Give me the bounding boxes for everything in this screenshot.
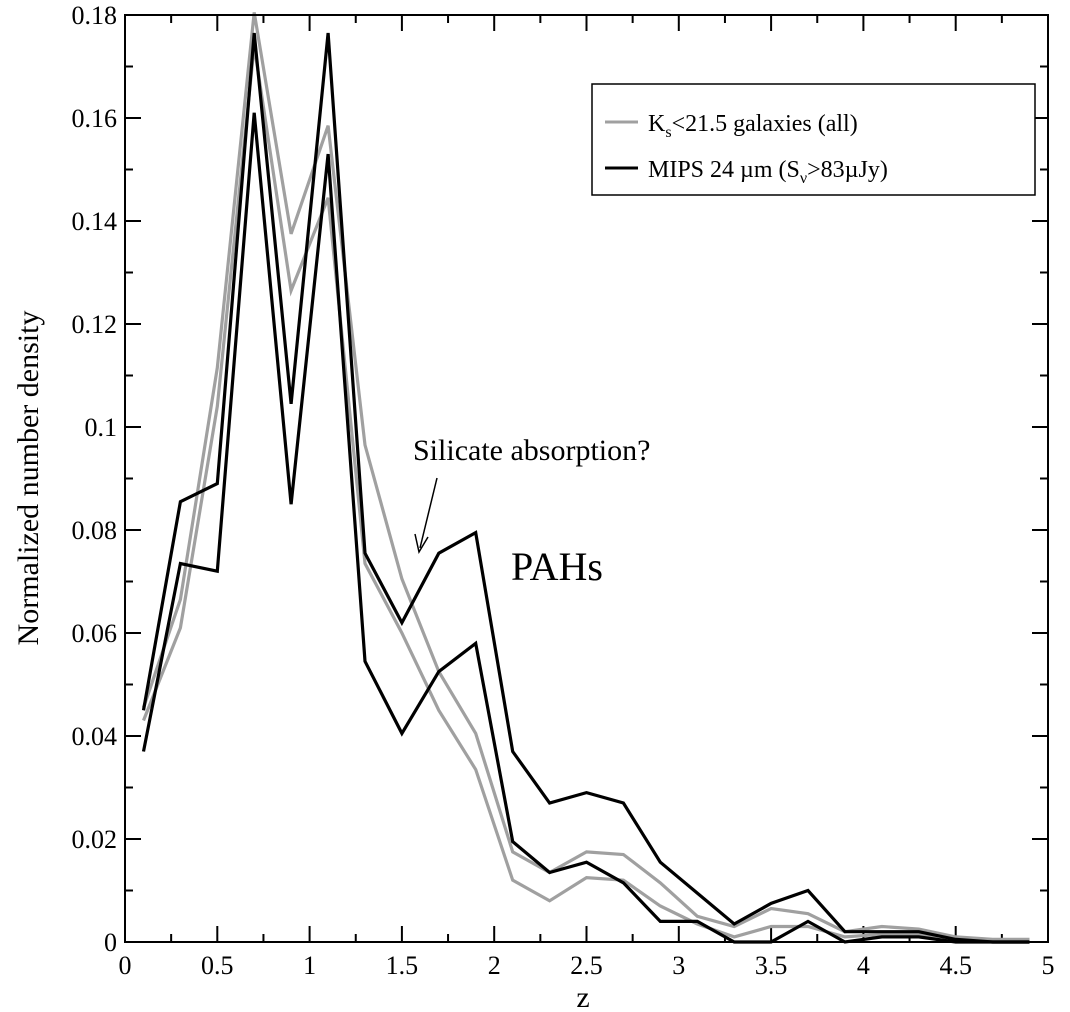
x-tick-labels: 0 0.5 1 1.5 2 2.5 3 3.5 4 4.5 5	[119, 951, 1055, 980]
legend-label-black-sub: ν	[800, 170, 807, 187]
silicate-arrow	[414, 477, 438, 554]
tick-marks	[124, 14, 1049, 943]
y-tick-label: 0.12	[72, 310, 118, 339]
series-layer	[141, 12, 1030, 944]
x-tick-label: 4	[857, 951, 870, 980]
y-tick-label: 0	[104, 928, 117, 957]
x-tick-label: 3	[672, 951, 685, 980]
legend-label-black: MIPS 24 µm (Sν>83µJy)	[648, 157, 888, 187]
legend-label-black-main: MIPS 24 µm (S	[648, 157, 800, 183]
x-axis-title: z	[576, 981, 589, 1012]
series-line-0	[141, 12, 1030, 942]
x-tick-label: 4.5	[939, 951, 972, 980]
y-tick-label: 0.16	[72, 104, 118, 133]
legend-label-gray: Ks<21.5 galaxies (all)	[648, 111, 858, 141]
y-axis-title: Normalized number density	[12, 311, 45, 646]
x-tick-label: 3.5	[755, 951, 788, 980]
y-tick-label: 0.08	[72, 516, 118, 545]
series-line-2	[141, 32, 1030, 944]
y-tick-label: 0.1	[85, 413, 118, 442]
silicate-annotation: Silicate absorption?	[413, 434, 650, 467]
x-tick-label: 5	[1042, 951, 1055, 980]
legend-label-gray-rest: <21.5 galaxies (all)	[672, 111, 858, 137]
y-tick-label: 0.04	[72, 722, 118, 751]
x-tick-label: 2	[488, 951, 501, 980]
series-line-1	[142, 45, 1030, 944]
y-tick-label: 0.14	[72, 207, 118, 236]
pahs-annotation: PAHs	[511, 544, 603, 589]
x-tick-label: 0	[119, 951, 132, 980]
legend-label-gray-sub: s	[665, 124, 671, 141]
y-tick-labels: 0 0.02 0.04 0.06 0.08 0.1 0.12 0.14 0.16 0.18	[72, 1, 118, 957]
legend-label-black-rest: >83µJy)	[807, 157, 888, 183]
x-tick-label: 2.5	[570, 951, 603, 980]
plot-frame	[124, 14, 1049, 943]
series-line-3	[141, 112, 1030, 944]
legend-box	[591, 83, 1036, 196]
y-tick-label: 0.18	[72, 1, 118, 30]
y-tick-label: 0.06	[72, 619, 118, 648]
x-tick-label: 0.5	[201, 951, 234, 980]
y-tick-label: 0.02	[72, 825, 118, 854]
x-tick-label: 1.5	[386, 951, 419, 980]
legend: Ks<21.5 galaxies (all) MIPS 24 µm (Sν>83…	[591, 83, 1036, 196]
x-tick-label: 1	[303, 951, 316, 980]
legend-label-gray-main: K	[648, 111, 666, 137]
